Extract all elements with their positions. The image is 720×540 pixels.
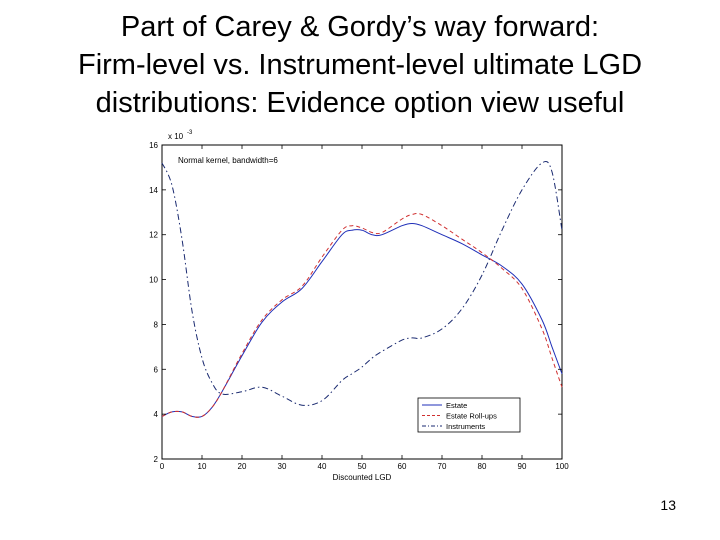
title-line-3: distributions: Evidence option view usef… bbox=[95, 87, 625, 119]
x-tick-label: 50 bbox=[358, 462, 367, 471]
chart-annotation: Normal kernel, bandwidth=6 bbox=[178, 156, 278, 165]
slide-title: Part of Carey & Gordy’s way forward: Fir… bbox=[0, 8, 720, 122]
page-number: 13 bbox=[660, 497, 676, 513]
y-tick-label: 6 bbox=[154, 365, 159, 374]
x-tick-label: 100 bbox=[555, 462, 569, 471]
y-tick-label: 2 bbox=[154, 455, 159, 464]
x-tick-label: 30 bbox=[278, 462, 287, 471]
title-line-1: Part of Carey & Gordy’s way forward: bbox=[120, 11, 600, 43]
x-tick-label: 70 bbox=[438, 462, 447, 471]
x-tick-label: 20 bbox=[238, 462, 247, 471]
x-tick-label: 40 bbox=[318, 462, 327, 471]
x-tick-label: 10 bbox=[198, 462, 207, 471]
x-axis-label: Discounted LGD bbox=[333, 473, 392, 482]
legend-label: Instruments bbox=[446, 422, 485, 431]
title-line-2: Firm-level vs. Instrument-level ultimate… bbox=[77, 49, 643, 81]
y-tick-label: 4 bbox=[154, 410, 159, 419]
x-tick-label: 90 bbox=[518, 462, 527, 471]
y-tick-label: 8 bbox=[154, 320, 159, 329]
y-multiplier-exponent: -3 bbox=[187, 130, 193, 136]
legend-label: Estate Roll-ups bbox=[446, 412, 497, 421]
series-line-estate-roll-ups bbox=[161, 213, 563, 418]
series-line-instruments bbox=[161, 161, 563, 406]
y-tick-label: 16 bbox=[149, 141, 158, 150]
y-tick-label: 10 bbox=[149, 276, 158, 285]
y-tick-label: 12 bbox=[149, 231, 158, 240]
legend-label: Estate bbox=[446, 401, 467, 410]
x-tick-label: 60 bbox=[398, 462, 407, 471]
x-tick-label: 80 bbox=[478, 462, 487, 471]
y-multiplier-label: x 10 bbox=[168, 132, 184, 141]
y-tick-label: 14 bbox=[149, 186, 158, 195]
x-tick-label: 0 bbox=[160, 462, 165, 471]
